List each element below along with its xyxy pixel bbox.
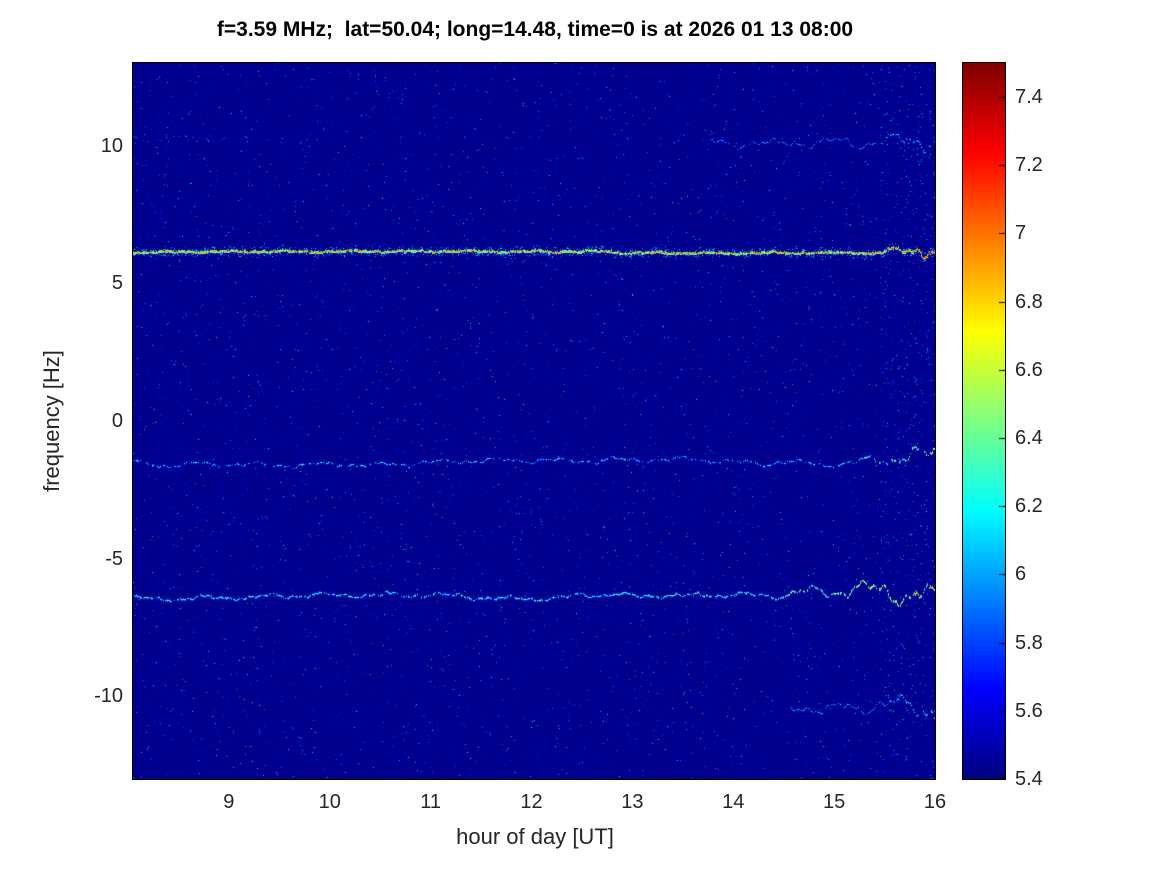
colorbar-tick-label: 6 — [1015, 563, 1027, 586]
colorbar-canvas — [963, 63, 1005, 779]
colorbar-tick-label: 6.4 — [1015, 427, 1043, 450]
x-tick-label: 9 — [223, 791, 235, 813]
colorbar-tick-label: 6.8 — [1015, 290, 1043, 313]
colorbar-tick-label: 5.8 — [1015, 631, 1043, 654]
x-tick-label: 12 — [520, 791, 543, 813]
x-tick-label: 11 — [420, 791, 441, 813]
x-tick-label: 16 — [923, 791, 947, 813]
chart-title: f=3.59 MHz; lat=50.04; long=14.48, time=… — [216, 18, 854, 41]
y-tick-label: 0 — [111, 410, 123, 432]
x-tick-label: 15 — [822, 791, 846, 813]
colorbar-tick-label: 5.4 — [1015, 768, 1043, 790]
colorbar-tick-label: 7.4 — [1015, 86, 1043, 109]
y-tick-label: 10 — [100, 134, 123, 157]
colorbar-tick-label: 5.6 — [1015, 699, 1043, 722]
plot-area — [132, 62, 936, 780]
y-tick-label: 5 — [111, 272, 123, 295]
x-axis-label: hour of day [UT] — [456, 824, 614, 849]
colorbar-tick-label: 6.6 — [1015, 358, 1043, 381]
y-tick-label: -5 — [105, 547, 123, 570]
colorbar-tick-label: 7.2 — [1015, 154, 1043, 177]
x-tick-label: 14 — [722, 791, 745, 813]
spectrogram-canvas — [133, 63, 935, 779]
colorbar-tick-label: 7 — [1015, 222, 1027, 245]
x-tick-label: 13 — [621, 791, 644, 813]
x-tick-label: 10 — [318, 791, 341, 813]
colorbar — [962, 62, 1006, 780]
colorbar-tick-label: 6.2 — [1015, 495, 1043, 518]
y-tick-label: -10 — [94, 685, 123, 708]
